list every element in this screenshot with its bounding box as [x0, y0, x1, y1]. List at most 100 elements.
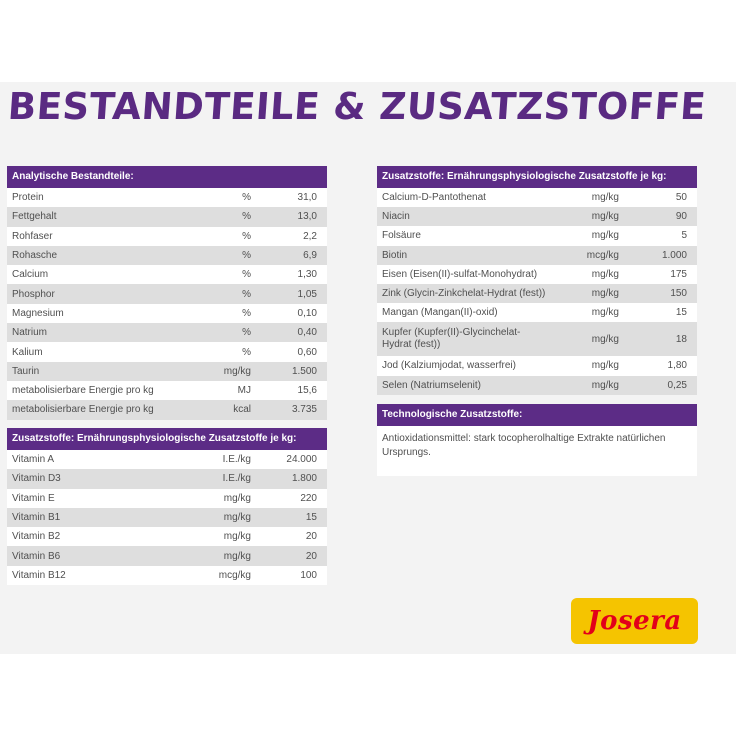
row-value: 13,0	[297, 211, 317, 223]
table-row: Selen (Natriumselenit) mg/kg 0,25	[377, 375, 697, 395]
row-name: Phosphor	[12, 288, 55, 300]
table-row: Rohfaser% 2,2	[7, 226, 327, 246]
row-unit: mg/kg	[591, 379, 619, 391]
row-value: 31,0	[297, 192, 317, 204]
row-unit: mg/kg	[591, 360, 619, 372]
table-row: Biotin mcg/kg 1.000	[377, 245, 697, 265]
row-name: Vitamin B2	[12, 531, 61, 543]
row-unit: %	[242, 288, 251, 300]
row-unit: mg/kg	[591, 192, 619, 204]
minerals-table-header: Zusatzstoffe: Ernährungsphysiologische Z…	[377, 166, 697, 188]
row-value: 1.800	[291, 473, 317, 485]
row-value: 1,30	[297, 269, 317, 281]
row-unit: mcg/kg	[586, 249, 619, 261]
table-row: Phosphor% 1,05	[7, 284, 327, 304]
row-name: Selen (Natriumselenit)	[382, 379, 481, 391]
row-unit: %	[242, 346, 251, 358]
row-value: 0,10	[297, 307, 317, 319]
row-value: 2,2	[303, 230, 317, 242]
row-name: metabolisierbare Energie pro kg	[12, 404, 154, 416]
row-unit: I.E./kg	[222, 454, 251, 466]
row-unit: mg/kg	[223, 531, 251, 543]
row-value: 0,60	[297, 346, 317, 358]
row-name: Calcium-D-Pantothenat	[382, 192, 486, 204]
row-value: 150	[670, 288, 687, 300]
row-name: Zink (Glycin-Zinkchelat-Hydrat (fest))	[382, 288, 546, 300]
row-value: 175	[670, 268, 687, 280]
vitamins-table: Zusatzstoffe: Ernährungsphysiologische Z…	[7, 428, 327, 586]
analytical-rows: Protein% 31,0 Fettgehalt% 13,0 Rohfaser% 2,2 R…	[7, 188, 327, 420]
row-name: Vitamin E	[12, 492, 55, 504]
table-row: Protein% 31,0	[7, 188, 327, 208]
row-unit: mg/kg	[591, 211, 619, 223]
row-name: Vitamin A	[12, 454, 55, 466]
table-row: Calcium-D-Pantothenat mg/kg 50	[377, 188, 697, 208]
row-unit: mg/kg	[223, 365, 251, 377]
technological-table: Technologische Zusatzstoffe: Antioxidati…	[377, 404, 697, 476]
row-name: Niacin	[382, 211, 410, 223]
minerals-rows: Calcium-D-Pantothenat mg/kg 50 Niacin mg/kg 9…	[377, 188, 697, 395]
row-name: Eisen (Eisen(II)-sulfat-Monohydrat)	[382, 268, 538, 280]
row-unit: %	[242, 327, 251, 339]
table-row: Natrium% 0,40	[7, 323, 327, 343]
logo-text: Josera	[587, 606, 682, 636]
row-value: 5	[681, 230, 687, 242]
row-unit: %	[242, 211, 251, 223]
row-value: 1,80	[667, 360, 687, 372]
row-unit: mcg/kg	[218, 569, 251, 581]
row-unit: mg/kg	[223, 550, 251, 562]
row-name: Fettgehalt	[12, 211, 57, 223]
row-unit: mg/kg	[591, 230, 619, 242]
table-row: Rohasche% 6,9	[7, 245, 327, 266]
row-value: 1,05	[297, 288, 317, 300]
table-row: Vitamin A I.E./kg 24.000	[7, 450, 327, 470]
table-row: Fettgehalt% 13,0	[7, 207, 327, 227]
vitamins-table-header: Zusatzstoffe: Ernährungsphysiologische Z…	[7, 428, 327, 450]
row-unit: %	[242, 192, 251, 204]
row-value: 0,25	[667, 379, 687, 391]
table-row: Eisen (Eisen(II)-sulfat-Monohydrat) mg/kg…	[377, 264, 697, 284]
row-value: 1.500	[291, 365, 317, 377]
row-name: Biotin	[382, 249, 408, 261]
table-row: Niacin mg/kg 90	[377, 207, 697, 227]
row-value: 90	[675, 211, 687, 223]
row-unit: %	[242, 269, 251, 281]
minerals-table: Zusatzstoffe: Ernährungsphysiologische Z…	[377, 166, 697, 395]
row-value: 1.000	[661, 249, 687, 261]
row-name: Kupfer (Kupfer(II)-Glycinchelat-Hydrat (…	[382, 327, 521, 351]
row-unit: mg/kg	[591, 307, 619, 319]
table-row: Vitamin B12 mcg/kg 100	[7, 565, 327, 586]
row-name: Rohasche	[12, 250, 58, 262]
table-row: Zink (Glycin-Zinkchelat-Hydrat (fest)) mg…	[377, 283, 697, 304]
analytical-table-header: Analytische Bestandteile:	[7, 166, 327, 188]
row-value: 6,9	[303, 250, 317, 262]
row-unit: %	[242, 230, 251, 242]
table-row: Vitamin B6 mg/kg 20	[7, 546, 327, 566]
table-row: Calcium% 1,30	[7, 265, 327, 285]
row-value: 18	[675, 333, 687, 345]
row-name: Calcium	[12, 269, 49, 281]
table-row: Mangan (Mangan(II)-oxid) mg/kg 15	[377, 303, 697, 323]
row-name: Vitamin D3	[12, 473, 61, 485]
row-name: Vitamin B1	[12, 512, 61, 524]
vitamins-rows: Vitamin A I.E./kg 24.000 Vitamin D3 I.E./kg 1…	[7, 450, 327, 586]
row-value: 15	[305, 512, 317, 524]
table-row: Kalium% 0,60	[7, 342, 327, 362]
technological-table-header: Technologische Zusatzstoffe:	[377, 404, 697, 426]
row-unit: mg/kg	[591, 288, 619, 300]
josera-logo: Josera	[571, 598, 698, 644]
row-name: Folsäure	[382, 230, 421, 242]
row-unit: MJ	[237, 385, 251, 397]
row-name: Natrium	[12, 327, 48, 339]
table-row: Vitamin E mg/kg 220	[7, 488, 327, 508]
row-name: Rohfaser	[12, 230, 53, 242]
row-unit: mg/kg	[591, 268, 619, 280]
table-row: Vitamin B2 mg/kg 20	[7, 527, 327, 547]
table-row: Kupfer (Kupfer(II)-Glycinchelat-Hydrat (…	[377, 322, 697, 357]
row-unit: %	[242, 250, 251, 262]
row-unit: %	[242, 307, 251, 319]
row-name: Vitamin B12	[12, 569, 66, 581]
technological-note: Antioxidationsmittel: stark tocopherolha…	[377, 426, 697, 476]
row-value: 20	[305, 550, 317, 562]
row-value: 20	[305, 531, 317, 543]
